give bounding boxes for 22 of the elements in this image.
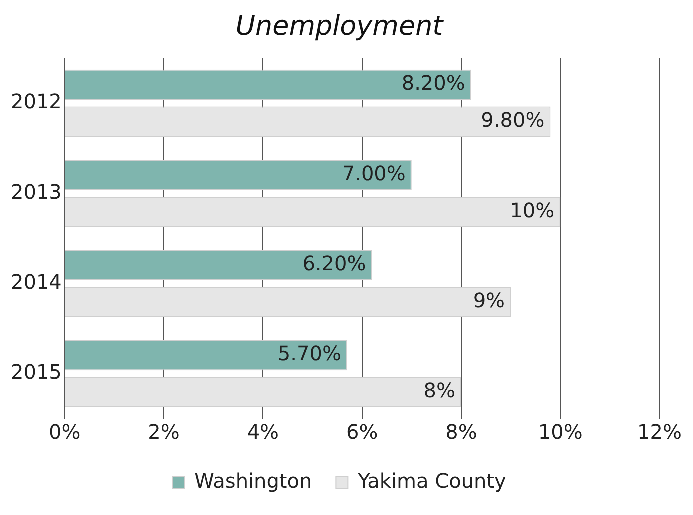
data-label: 7.00% [342, 161, 406, 186]
x-tick-label: 0% [49, 420, 81, 444]
legend-label: Washington [194, 469, 312, 494]
data-label: 10% [510, 198, 555, 222]
x-tick-label: 8% [446, 420, 478, 444]
data-label: 5.70% [278, 342, 342, 366]
y-tick-label: 2012 [10, 90, 62, 114]
x-tick-label: 4% [247, 420, 280, 444]
data-label: 9% [473, 288, 506, 312]
y-tick-label: 2014 [10, 270, 62, 294]
x-tick-label: 2% [148, 420, 180, 444]
x-tick-label: 12% [638, 420, 682, 444]
data-label: 6.20% [302, 251, 366, 276]
data-label: 8.20% [402, 71, 466, 96]
legend-label: Yakima County [357, 469, 507, 494]
chart-title: Unemployment [236, 11, 445, 42]
data-label: 8% [424, 378, 456, 403]
y-tick-label: 2013 [10, 180, 62, 204]
x-tick-label: 6% [346, 420, 378, 444]
y-tick-label: 2015 [10, 360, 62, 384]
x-tick-label: 10% [538, 420, 583, 444]
data-label: 9.80% [481, 108, 545, 132]
